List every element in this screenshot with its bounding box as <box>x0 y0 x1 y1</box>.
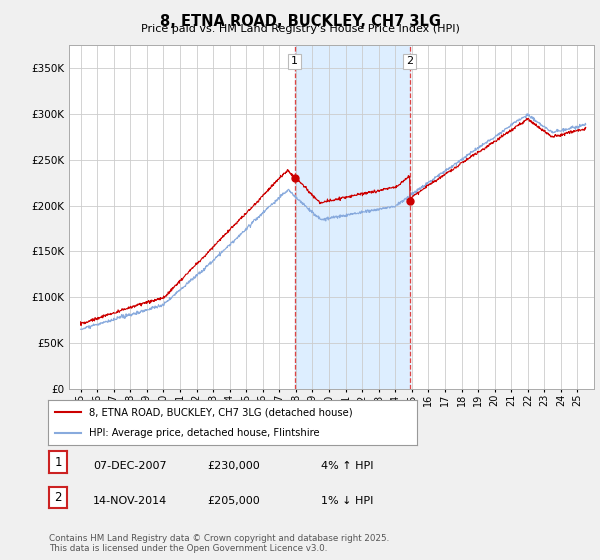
Text: 8, ETNA ROAD, BUCKLEY, CH7 3LG: 8, ETNA ROAD, BUCKLEY, CH7 3LG <box>160 14 440 29</box>
Text: 2: 2 <box>406 57 413 66</box>
Text: 1: 1 <box>291 57 298 66</box>
Text: 1: 1 <box>55 455 62 469</box>
Text: £205,000: £205,000 <box>207 496 260 506</box>
Text: 4% ↑ HPI: 4% ↑ HPI <box>321 461 373 471</box>
Text: 1% ↓ HPI: 1% ↓ HPI <box>321 496 373 506</box>
Text: 07-DEC-2007: 07-DEC-2007 <box>93 461 167 471</box>
Bar <box>295 45 410 389</box>
Text: £230,000: £230,000 <box>207 461 260 471</box>
Text: 14-NOV-2014: 14-NOV-2014 <box>93 496 167 506</box>
Text: Contains HM Land Registry data © Crown copyright and database right 2025.
This d: Contains HM Land Registry data © Crown c… <box>49 534 389 553</box>
Text: 2: 2 <box>55 491 62 504</box>
Text: Price paid vs. HM Land Registry's House Price Index (HPI): Price paid vs. HM Land Registry's House … <box>140 24 460 34</box>
Text: 8, ETNA ROAD, BUCKLEY, CH7 3LG (detached house): 8, ETNA ROAD, BUCKLEY, CH7 3LG (detached… <box>89 408 352 418</box>
Text: HPI: Average price, detached house, Flintshire: HPI: Average price, detached house, Flin… <box>89 428 319 438</box>
